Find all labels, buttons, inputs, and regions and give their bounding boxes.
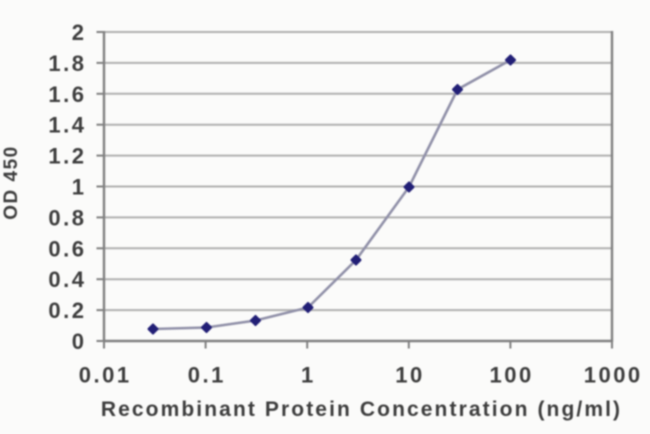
svg-text:1: 1 bbox=[72, 175, 87, 200]
svg-text:1.4: 1.4 bbox=[48, 113, 86, 138]
svg-text:1000: 1000 bbox=[584, 363, 643, 388]
svg-text:0.01: 0.01 bbox=[79, 363, 132, 388]
svg-text:10: 10 bbox=[395, 363, 424, 388]
svg-text:1.6: 1.6 bbox=[48, 82, 86, 107]
svg-text:1: 1 bbox=[301, 363, 316, 388]
svg-text:Recombinant Protein Concentrat: Recombinant Protein Concentration (ng/ml… bbox=[101, 398, 622, 421]
svg-text:1.2: 1.2 bbox=[48, 144, 86, 169]
svg-text:0.1: 0.1 bbox=[188, 363, 226, 388]
svg-text:0.4: 0.4 bbox=[48, 267, 86, 292]
svg-text:0.6: 0.6 bbox=[48, 236, 86, 261]
svg-text:2: 2 bbox=[72, 20, 87, 45]
svg-text:0: 0 bbox=[72, 329, 87, 354]
svg-text:100: 100 bbox=[489, 363, 533, 388]
svg-text:OD 450: OD 450 bbox=[1, 145, 22, 219]
svg-text:1.8: 1.8 bbox=[48, 51, 86, 76]
svg-text:0.8: 0.8 bbox=[48, 205, 86, 230]
svg-text:0.2: 0.2 bbox=[48, 298, 86, 323]
